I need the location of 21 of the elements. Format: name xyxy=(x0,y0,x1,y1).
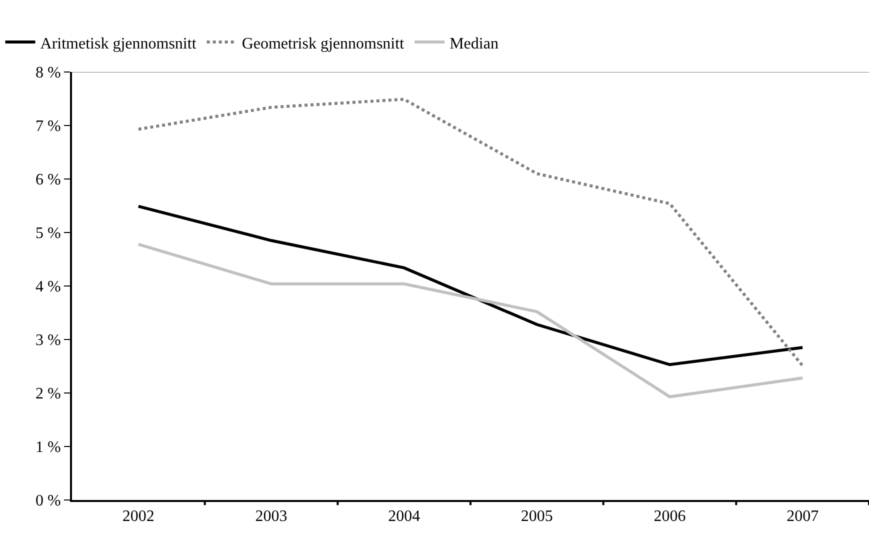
y-tick-label: 5 % xyxy=(35,225,61,242)
x-tick-label: 2007 xyxy=(786,508,819,526)
y-tick-label: 3 % xyxy=(35,332,61,350)
line-series xyxy=(136,204,804,366)
legend-label: Geometrisk gjennomsnitt xyxy=(242,35,405,52)
x-tick-label: 2002 xyxy=(122,508,154,526)
x-tick-label: 2004 xyxy=(388,508,420,526)
y-tick-label: 1 % xyxy=(35,439,61,456)
x-tick-label: 2006 xyxy=(654,508,686,526)
legend-label: Median xyxy=(450,35,498,52)
x-tick-label: 2005 xyxy=(520,508,553,526)
legend-label: Aritmetisk gjennomsnitt xyxy=(40,35,197,52)
line-series xyxy=(136,98,804,368)
y-tick-label: 2 % xyxy=(35,386,61,403)
y-tick-label: 7 % xyxy=(35,118,61,136)
y-tick-label: 6 % xyxy=(35,172,61,189)
line-series xyxy=(136,242,804,398)
y-tick-label: 8 % xyxy=(35,64,61,82)
y-tick-label: 0 % xyxy=(35,492,61,510)
y-tick-label: 4 % xyxy=(35,278,61,296)
x-tick-label: 2003 xyxy=(255,508,288,526)
